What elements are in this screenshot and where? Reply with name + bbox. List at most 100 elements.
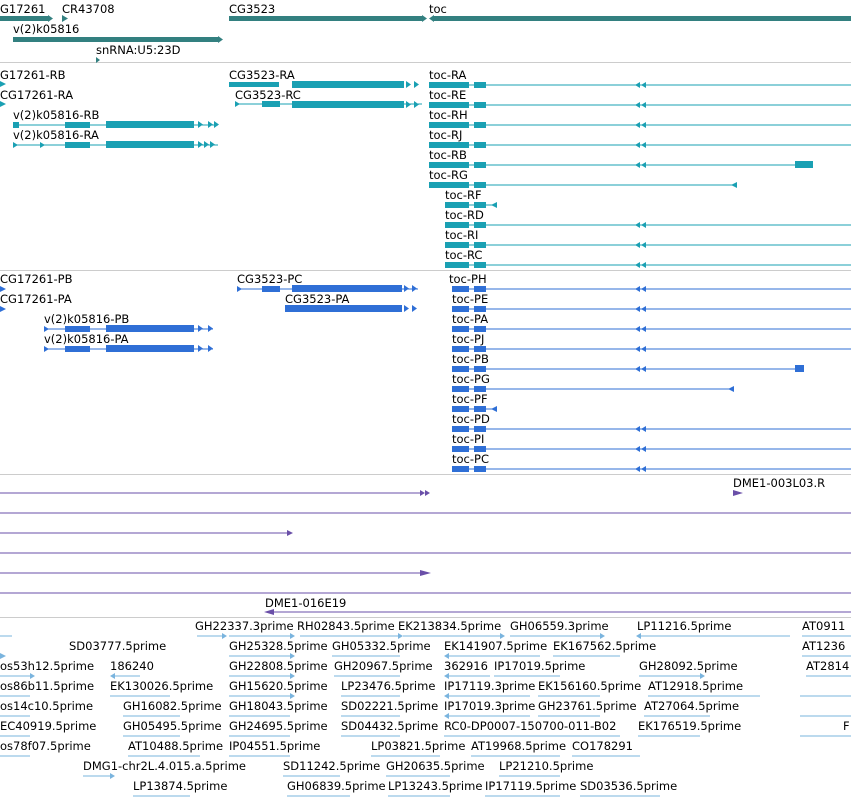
est-label[interactable]: EK156160.5prime	[538, 679, 641, 693]
est-label[interactable]: SD04432.5prime	[341, 719, 438, 733]
protein-label[interactable]: v(2)k05816-PA	[44, 332, 129, 346]
est-label[interactable]: GH06559.3prime	[510, 619, 609, 633]
est-label[interactable]: os86b11.5prime	[0, 679, 94, 693]
est-label[interactable]: EC40919.5prime	[0, 719, 96, 733]
transcript-label[interactable]: G17261-RB	[0, 68, 66, 82]
est-label[interactable]: RH02843.5prime	[297, 619, 395, 633]
protein-label[interactable]: toc-PC	[452, 452, 489, 466]
est-label[interactable]: os53h12.5prime	[0, 659, 94, 673]
protein-label[interactable]: CG3523-PA	[285, 292, 350, 306]
est-label[interactable]: GH20635.5prime	[386, 759, 485, 773]
est-label[interactable]: EK130026.5prime	[110, 679, 213, 693]
est-label[interactable]: LP13874.5prime	[133, 779, 227, 793]
protein-label[interactable]: toc-PJ	[452, 332, 484, 346]
protein-label[interactable]: toc-PH	[449, 272, 487, 286]
est-label[interactable]: GH25328.5prime	[229, 639, 328, 653]
est-label[interactable]: AT10488.5prime	[128, 739, 223, 753]
protein-label[interactable]: CG17261-PB	[0, 272, 73, 286]
gene-glyph[interactable]	[434, 16, 851, 21]
protein-label[interactable]: toc-PF	[452, 392, 488, 406]
protein-label[interactable]: toc-PI	[452, 432, 484, 446]
est-label[interactable]: LP03821.5prime	[371, 739, 465, 753]
gene-glyph[interactable]	[229, 16, 422, 21]
transcript-label[interactable]: toc-RD	[445, 208, 484, 222]
est-label[interactable]: GH28092.5prime	[639, 659, 738, 673]
transcript-label[interactable]: toc-RC	[445, 248, 482, 262]
transcript-label[interactable]: CG17261-RA	[0, 88, 73, 102]
transcript-label[interactable]: toc-RF	[445, 188, 482, 202]
gene-label[interactable]: v(2)k05816	[13, 22, 79, 36]
est-label[interactable]: GH05495.5prime	[123, 719, 222, 733]
gene-label[interactable]: CG3523	[229, 2, 275, 16]
gene-glyph[interactable]	[0, 16, 48, 21]
est-label[interactable]: os78f07.5prime	[0, 739, 91, 753]
est-label[interactable]: DMG1-chr2L.4.015.a.5prime	[83, 759, 246, 773]
est-label[interactable]: GH23761.5prime	[538, 699, 637, 713]
transcript-label[interactable]: toc-RI	[445, 228, 478, 242]
transcript-label[interactable]: toc-RJ	[429, 128, 462, 142]
transcript-label[interactable]: toc-RA	[429, 68, 467, 82]
est-label[interactable]: IP17019.5prime	[494, 659, 585, 673]
est-label[interactable]: GH22808.5prime	[229, 659, 328, 673]
est-label[interactable]: AT27064.5prime	[644, 699, 739, 713]
est-label[interactable]: GH16082.5prime	[123, 699, 222, 713]
est-label[interactable]: AT12918.5prime	[648, 679, 743, 693]
est-label[interactable]: LP13243.5prime	[388, 779, 482, 793]
est-label[interactable]: IP17119.3prime	[444, 679, 535, 693]
clone-label[interactable]: DME1-016E19	[265, 596, 346, 610]
protein-label[interactable]: toc-PA	[452, 312, 488, 326]
est-label[interactable]: SD11242.5prime	[283, 759, 380, 773]
est-label[interactable]: EK176519.5prime	[638, 719, 741, 733]
est-label[interactable]: GH18043.5prime	[229, 699, 328, 713]
est-label[interactable]: 362916	[444, 659, 488, 673]
est-label[interactable]: 186240	[110, 659, 154, 673]
protein-label[interactable]: v(2)k05816-PB	[44, 312, 129, 326]
est-label[interactable]: SD02221.5prime	[341, 699, 438, 713]
est-label[interactable]: os14c10.5prime	[0, 699, 93, 713]
gene-label[interactable]: CR43708	[62, 2, 115, 16]
protein-label[interactable]: CG3523-PC	[237, 272, 302, 286]
est-label[interactable]: RC0-DP0007-150700-011-B02	[444, 719, 616, 733]
transcript-label[interactable]: toc-RE	[429, 88, 466, 102]
est-label[interactable]: LP23476.5prime	[341, 679, 435, 693]
est-label[interactable]: F	[843, 719, 850, 733]
est-label[interactable]: EK167562.5prime	[553, 639, 656, 653]
transcript-label[interactable]: toc-RG	[429, 168, 468, 182]
est-label[interactable]: SD03777.5prime	[69, 639, 166, 653]
est-label[interactable]: GH15620.5prime	[229, 679, 328, 693]
est-label[interactable]: IP04551.5prime	[229, 739, 320, 753]
gene-glyph[interactable]	[62, 15, 68, 22]
protein-label[interactable]: toc-PE	[452, 292, 488, 306]
est-label[interactable]: AT19968.5prime	[471, 739, 566, 753]
gene-glyph[interactable]	[96, 57, 100, 63]
est-label[interactable]: GH05332.5prime	[332, 639, 431, 653]
transcript-label[interactable]: v(2)k05816-RA	[13, 128, 99, 142]
est-label[interactable]: AT2814	[806, 659, 849, 673]
gene-label[interactable]: snRNA:U5:23D	[96, 43, 181, 57]
est-label[interactable]: AT1236	[802, 639, 845, 653]
est-label[interactable]: EK141907.5prime	[444, 639, 547, 653]
transcript-label[interactable]: toc-RB	[429, 148, 467, 162]
est-label[interactable]: EK213834.5prime	[398, 619, 501, 633]
protein-label[interactable]: CG17261-PA	[0, 292, 72, 306]
est-label[interactable]: SD03536.5prime	[580, 779, 677, 793]
transcript-label[interactable]: toc-RH	[429, 108, 468, 122]
est-label[interactable]: IP17119.5prime	[485, 779, 576, 793]
est-label[interactable]: IP17019.3prime	[444, 699, 535, 713]
transcript-label[interactable]: CG3523-RA	[229, 68, 295, 82]
gene-label[interactable]: toc	[429, 2, 447, 16]
transcript-label[interactable]: CG3523-RC	[235, 88, 301, 102]
est-label[interactable]: GH06839.5prime	[287, 779, 386, 793]
est-label[interactable]: GH24695.5prime	[229, 719, 328, 733]
est-label[interactable]: AT0911	[802, 619, 845, 633]
est-label[interactable]: GH20967.5prime	[334, 659, 433, 673]
est-label[interactable]: GH22337.3prime	[195, 619, 294, 633]
est-label[interactable]: LP21210.5prime	[499, 759, 593, 773]
protein-label[interactable]: toc-PD	[452, 412, 490, 426]
est-label[interactable]: CO178291	[572, 739, 633, 753]
gene-label[interactable]: G17261	[0, 2, 46, 16]
transcript-label[interactable]: v(2)k05816-RB	[13, 108, 99, 122]
gene-glyph[interactable]	[13, 37, 218, 42]
protein-label[interactable]: toc-PG	[452, 372, 490, 386]
protein-label[interactable]: toc-PB	[452, 352, 489, 366]
